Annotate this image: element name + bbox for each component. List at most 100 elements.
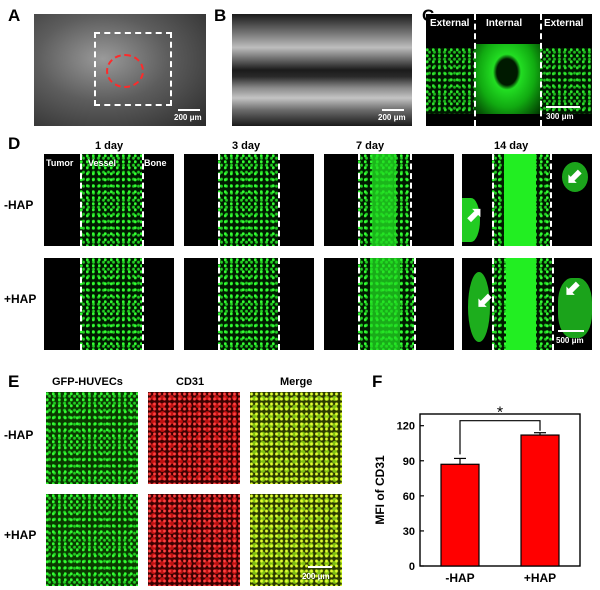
scale-text-a: 200 μm xyxy=(174,113,202,122)
divider xyxy=(278,154,280,246)
arrow-icon: ⬋ xyxy=(476,290,493,312)
panel-label-e: E xyxy=(8,372,20,391)
label-external-right: External xyxy=(544,18,584,29)
micrograph-e-cd31-minus xyxy=(148,392,240,484)
bone-sprout xyxy=(562,162,588,192)
bar xyxy=(520,434,560,567)
x-tick-label: +HAP xyxy=(524,571,556,585)
region-label-tumor: Tumor xyxy=(46,158,74,168)
label-internal: Internal xyxy=(486,18,523,29)
divider xyxy=(492,154,494,246)
day-label-3: 3 day xyxy=(232,140,261,152)
micrograph-e-merge-plus: 200 μm xyxy=(250,494,342,586)
arrow-icon: ⬋ xyxy=(564,278,581,300)
micrograph-d-plus-3day xyxy=(184,258,314,350)
inset-box xyxy=(94,32,172,106)
scale-bar-c xyxy=(546,106,580,108)
y-tick-label: 30 xyxy=(403,526,415,538)
vessel-signal xyxy=(80,258,142,350)
tumor-sprout xyxy=(468,272,490,342)
divider xyxy=(142,154,144,246)
micrograph-d-minus-14day: ⬈ ⬋ xyxy=(462,154,592,246)
bone-sprout xyxy=(558,278,592,338)
panel-label-d: D xyxy=(8,134,21,153)
micrograph-d-minus-1day: Tumor Vessel Bone xyxy=(44,154,174,246)
bar xyxy=(440,463,480,567)
arrow-icon: ⬈ xyxy=(466,204,483,226)
divider xyxy=(358,154,360,246)
plot-frame xyxy=(419,413,581,567)
micrograph-d-minus-7day xyxy=(324,154,454,246)
scale-bar-a xyxy=(178,109,200,111)
day-label-7: 7 day xyxy=(356,140,385,152)
significance-bracket xyxy=(459,420,541,455)
micrograph-e-gfp-plus xyxy=(46,494,138,586)
divider xyxy=(142,258,144,350)
vessel-core xyxy=(506,258,536,350)
scale-text-e: 200 μm xyxy=(302,572,330,581)
vessel-core xyxy=(372,154,396,246)
scale-bar-e xyxy=(308,566,332,568)
vessel-lumen-c xyxy=(474,44,540,114)
y-tick-label: 120 xyxy=(397,421,415,433)
y-axis-label: MFI of CD31 xyxy=(373,455,387,525)
row-label-minus-hap-e: -HAP xyxy=(4,428,34,442)
scale-text-d: 500 μm xyxy=(556,336,584,345)
label-external-left: External xyxy=(430,18,470,29)
region-label-vessel: Vessel xyxy=(88,158,117,168)
column-label-merge: Merge xyxy=(280,376,313,388)
day-label-14: 14 day xyxy=(494,140,529,152)
scale-bar-b xyxy=(382,109,404,111)
divider xyxy=(218,154,220,246)
micrograph-d-plus-7day xyxy=(324,258,454,350)
sem-image-b: 200 μm xyxy=(232,14,412,126)
row-label-plus-hap-d: +HAP xyxy=(4,292,37,306)
row-label-minus-hap-d: -HAP xyxy=(4,198,34,212)
column-label-cd31: CD31 xyxy=(176,376,205,388)
hole-circle xyxy=(106,54,144,88)
micrograph-d-minus-3day xyxy=(184,154,314,246)
divider-c-2 xyxy=(540,14,542,126)
divider xyxy=(80,154,82,246)
y-tick-label: 0 xyxy=(409,561,415,573)
panel-label-a: A xyxy=(8,6,21,25)
row-label-plus-hap-e: +HAP xyxy=(4,528,37,542)
vessel-signal xyxy=(218,154,278,246)
divider xyxy=(80,258,82,350)
vessel-signal xyxy=(218,258,278,350)
vessel-signal xyxy=(80,154,142,246)
scale-text-c: 300 μm xyxy=(546,112,574,121)
x-tick-label: -HAP xyxy=(445,571,474,585)
micrograph-e-merge-minus xyxy=(250,392,342,484)
fluorescence-image-c: External Internal External 300 μm xyxy=(426,14,592,126)
micrograph-e-gfp-minus xyxy=(46,392,138,484)
micrograph-d-plus-14day: ⬋ ⬋ 500 μm xyxy=(462,258,592,350)
divider xyxy=(492,258,494,350)
arrow-icon: ⬋ xyxy=(566,166,583,188)
vessel-core xyxy=(370,258,400,350)
tumor-sprout xyxy=(462,198,480,242)
divider xyxy=(414,258,416,350)
scale-bar-d xyxy=(558,330,584,332)
divider xyxy=(218,258,220,350)
day-label-1: 1 day xyxy=(95,140,124,152)
divider xyxy=(358,258,360,350)
panel-label-f: F xyxy=(372,372,383,391)
bar-chart-mfi-cd31: 0 30 60 90 120 MFI of CD31 -HAP +HAP * xyxy=(373,405,581,585)
sem-image-a: 200 μm xyxy=(34,14,206,126)
divider xyxy=(410,154,412,246)
divider-c-1 xyxy=(474,14,476,126)
y-tick-label: 60 xyxy=(403,491,415,503)
panel-label-b: B xyxy=(214,6,227,25)
divider xyxy=(550,154,552,246)
region-label-bone: Bone xyxy=(144,158,167,168)
significance-mark: * xyxy=(497,405,503,422)
column-label-gfp: GFP-HUVECs xyxy=(52,376,123,388)
divider xyxy=(552,258,554,350)
micrograph-e-cd31-plus xyxy=(148,494,240,586)
vessel-core xyxy=(504,154,536,246)
scale-text-b: 200 μm xyxy=(378,113,406,122)
y-tick-label: 90 xyxy=(403,456,415,468)
divider xyxy=(278,258,280,350)
micrograph-d-plus-1day xyxy=(44,258,174,350)
